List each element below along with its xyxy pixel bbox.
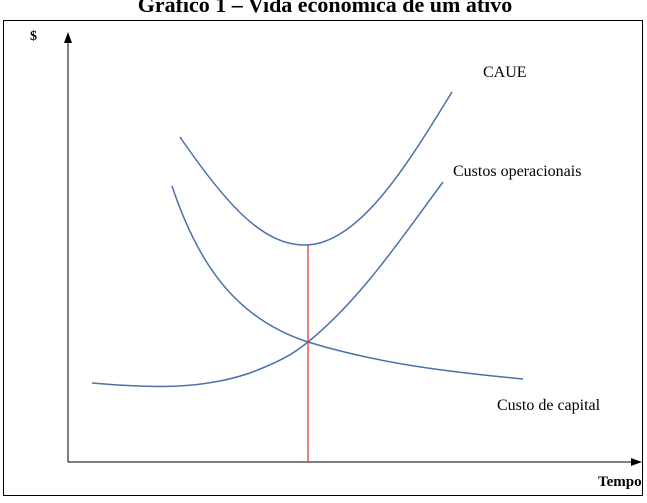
y-axis-arrow xyxy=(64,32,72,43)
capital-cost-curve xyxy=(171,185,524,380)
curve-label: CAUE xyxy=(483,64,527,81)
y-axis-label: $ xyxy=(30,29,37,44)
x-axis-arrow xyxy=(631,458,642,466)
x-axis-label: Tempo xyxy=(598,474,642,490)
title: Gráfico 1 – Vida econômica de um ativo xyxy=(138,0,513,17)
curve-label: Custo de capital xyxy=(497,397,601,414)
caue-curve xyxy=(179,91,453,246)
curve-label: Custos operacionais xyxy=(453,163,581,180)
frame xyxy=(3,20,643,496)
operating-cost-curve xyxy=(91,181,444,388)
